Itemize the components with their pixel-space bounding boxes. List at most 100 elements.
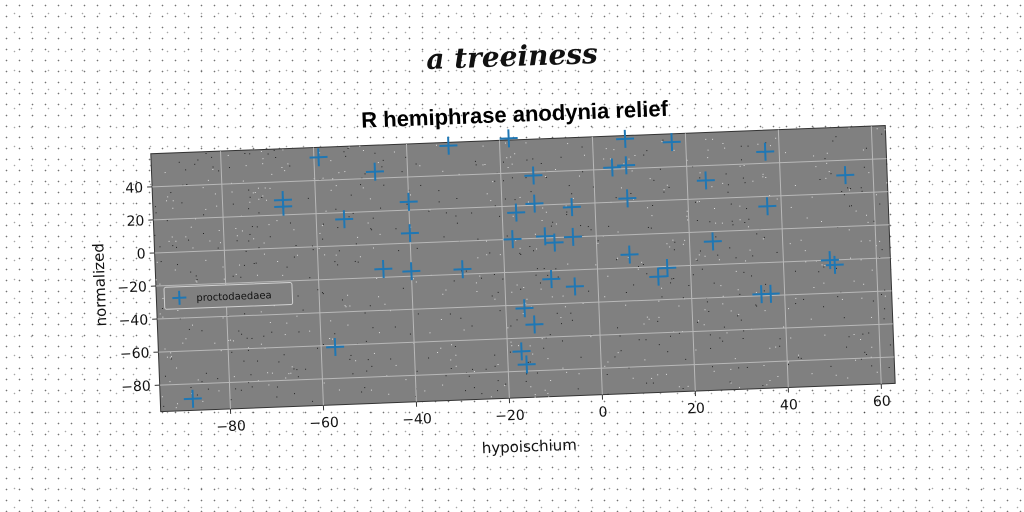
noise-speck xyxy=(374,152,376,154)
noise-speck xyxy=(536,248,538,250)
noise-speck xyxy=(779,338,781,340)
noise-speck xyxy=(534,394,536,396)
noise-speck xyxy=(220,350,222,352)
noise-speck xyxy=(349,358,351,360)
noise-speck xyxy=(276,396,278,398)
noise-speck xyxy=(583,154,586,156)
noise-speck xyxy=(161,396,163,398)
noise-speck xyxy=(577,388,579,390)
noise-speck xyxy=(766,384,768,386)
noise-speck xyxy=(544,389,546,391)
noise-speck xyxy=(627,256,629,258)
data-point xyxy=(756,142,775,161)
data-point xyxy=(836,166,855,185)
noise-speck xyxy=(755,304,757,306)
data-point xyxy=(616,129,635,148)
noise-speck xyxy=(826,152,828,154)
noise-speck xyxy=(708,310,710,313)
noise-speck xyxy=(539,282,541,284)
noise-speck xyxy=(701,268,703,270)
noise-speck xyxy=(824,334,826,336)
noise-speck xyxy=(525,177,527,179)
noise-speck xyxy=(542,207,544,209)
noise-speck xyxy=(510,156,512,158)
noise-speck xyxy=(166,200,168,202)
noise-speck xyxy=(590,336,592,338)
noise-speck xyxy=(805,261,807,263)
data-point xyxy=(620,245,639,264)
noise-speck xyxy=(318,247,320,250)
noise-speck xyxy=(178,161,180,163)
noise-speck xyxy=(243,264,245,266)
noise-speck xyxy=(394,326,396,328)
noise-speck xyxy=(378,296,380,298)
x-tick-label: 0 xyxy=(598,404,608,420)
noise-speck xyxy=(525,380,527,382)
noise-speck xyxy=(494,298,496,300)
noise-speck xyxy=(712,138,714,140)
noise-speck xyxy=(202,187,204,189)
noise-speck xyxy=(258,247,260,249)
noise-speck xyxy=(715,222,717,224)
noise-speck xyxy=(742,337,744,340)
noise-speck xyxy=(628,158,630,160)
noise-speck xyxy=(722,340,724,342)
noise-speck xyxy=(486,193,488,195)
noise-speck xyxy=(223,278,225,280)
noise-speck xyxy=(482,164,484,166)
noise-speck xyxy=(256,274,258,276)
noise-speck xyxy=(332,178,334,180)
noise-speck xyxy=(250,374,252,376)
noise-speck xyxy=(821,264,823,266)
noise-speck xyxy=(547,358,549,360)
noise-speck xyxy=(881,133,883,135)
data-point xyxy=(562,198,581,217)
noise-speck xyxy=(580,225,582,227)
noise-speck xyxy=(321,225,323,227)
noise-speck xyxy=(359,256,361,258)
noise-speck xyxy=(364,387,366,389)
noise-speck xyxy=(345,306,347,308)
noise-speck xyxy=(354,260,356,262)
noise-speck xyxy=(330,160,332,162)
noise-speck xyxy=(494,365,496,367)
noise-speck xyxy=(244,152,246,154)
data-point xyxy=(512,342,531,361)
noise-speck xyxy=(171,236,173,238)
noise-speck xyxy=(186,184,188,186)
noise-speck xyxy=(293,368,295,370)
x-grid-line xyxy=(777,129,789,388)
legend-marker xyxy=(172,290,187,305)
data-point xyxy=(618,189,637,208)
noise-speck xyxy=(249,233,251,235)
noise-speck xyxy=(240,276,242,278)
noise-speck xyxy=(309,277,311,279)
noise-speck xyxy=(706,301,708,303)
noise-speck xyxy=(445,375,447,377)
noise-speck xyxy=(367,359,369,361)
noise-speck xyxy=(588,290,590,292)
noise-speck xyxy=(860,338,862,340)
noise-speck xyxy=(182,342,184,344)
data-point xyxy=(400,224,419,243)
noise-speck xyxy=(674,241,676,243)
noise-speck xyxy=(749,249,751,251)
noise-speck xyxy=(582,171,584,173)
noise-speck xyxy=(176,367,178,369)
noise-speck xyxy=(625,304,627,306)
noise-speck xyxy=(337,264,339,266)
noise-speck xyxy=(249,196,251,198)
noise-speck xyxy=(175,407,177,409)
noise-speck xyxy=(646,273,648,275)
noise-speck xyxy=(405,379,407,381)
noise-speck xyxy=(670,282,672,284)
noise-speck xyxy=(507,327,509,329)
noise-speck xyxy=(738,313,740,315)
noise-speck xyxy=(214,342,216,344)
noise-speck xyxy=(739,293,741,295)
noise-speck xyxy=(312,249,314,251)
noise-speck xyxy=(653,179,655,181)
noise-speck xyxy=(248,382,250,384)
noise-speck xyxy=(634,154,636,157)
noise-speck xyxy=(868,332,870,334)
